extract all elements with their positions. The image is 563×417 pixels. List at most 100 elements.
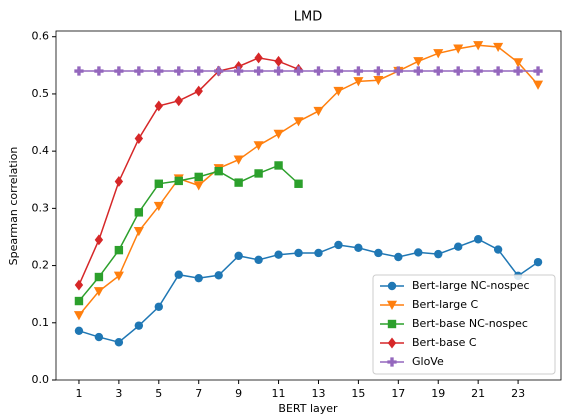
x-tick-label: 21 (471, 387, 485, 400)
marker (174, 95, 183, 107)
y-tick-label: 0.5 (32, 87, 50, 100)
marker (533, 257, 543, 267)
marker (533, 80, 544, 90)
marker (154, 66, 164, 76)
marker (254, 255, 263, 265)
marker (233, 155, 244, 165)
marker (114, 66, 124, 76)
marker (394, 252, 403, 262)
marker (214, 271, 223, 280)
marker (374, 248, 383, 258)
marker (74, 296, 84, 306)
marker (373, 76, 384, 86)
x-tick-label: 23 (511, 387, 525, 400)
marker (194, 172, 203, 182)
marker (294, 248, 303, 258)
marker (373, 66, 383, 76)
marker (354, 243, 363, 253)
marker (113, 271, 124, 281)
x-tick-label: 3 (115, 387, 122, 400)
marker (134, 133, 144, 145)
x-tick-label: 7 (195, 387, 202, 400)
legend-label: GloVe (412, 355, 444, 368)
legend-label: Bert-base NC-nospec (412, 317, 528, 330)
marker (73, 311, 84, 321)
marker (94, 66, 104, 76)
series (74, 235, 543, 347)
x-tick-label: 19 (431, 387, 445, 400)
marker (94, 332, 104, 342)
marker (387, 337, 397, 349)
marker (493, 245, 503, 254)
y-tick-label: 0.3 (32, 201, 50, 214)
marker (194, 85, 203, 97)
marker (433, 49, 444, 59)
marker (154, 302, 163, 311)
marker (94, 234, 104, 246)
marker (174, 176, 183, 186)
marker (313, 66, 324, 76)
marker (193, 181, 204, 191)
series (74, 52, 303, 291)
x-tick-label: 5 (155, 387, 162, 400)
marker (387, 319, 397, 329)
marker (114, 176, 124, 187)
marker (114, 245, 124, 255)
legend-label: Bert-large NC-nospec (412, 279, 530, 292)
marker (333, 86, 344, 97)
marker (433, 66, 443, 76)
marker (493, 42, 504, 53)
marker (314, 248, 323, 258)
marker (513, 66, 523, 76)
marker (393, 66, 403, 76)
series-line (78, 44, 539, 316)
marker (353, 66, 364, 76)
y-tick-label: 0.6 (32, 30, 50, 43)
marker (473, 41, 484, 51)
series (74, 161, 303, 306)
marker (293, 66, 304, 76)
marker (114, 338, 124, 347)
marker (273, 66, 284, 76)
marker (234, 178, 243, 187)
x-axis-label: BERT layer (278, 402, 338, 415)
marker (194, 273, 203, 283)
x-tick-label: 11 (272, 387, 286, 400)
x-tick-label: 15 (351, 387, 365, 400)
marker (274, 161, 283, 170)
marker (254, 169, 263, 178)
x-tick-label: 1 (75, 387, 82, 400)
marker (194, 66, 204, 76)
marker (154, 100, 163, 112)
marker (387, 357, 397, 367)
marker (154, 179, 163, 188)
marker (453, 66, 463, 76)
marker (473, 235, 483, 244)
x-tick-label: 17 (391, 387, 405, 400)
legend: Bert-large NC-nospec Bert-large C Bert-bas… (372, 274, 556, 375)
marker (94, 272, 104, 282)
marker (174, 66, 184, 76)
marker (387, 281, 397, 291)
marker (153, 201, 164, 212)
marker (253, 141, 264, 151)
y-tick-label: 0.1 (32, 316, 50, 329)
marker (294, 179, 303, 188)
marker (414, 248, 423, 257)
legend-box (372, 274, 556, 375)
marker (253, 66, 264, 76)
marker (274, 250, 283, 259)
marker (386, 300, 398, 311)
y-tick-label: 0.2 (32, 259, 50, 272)
marker (333, 66, 344, 76)
y-tick-label: 0.0 (32, 373, 50, 386)
marker (334, 240, 343, 250)
marker (174, 270, 183, 279)
marker (134, 66, 144, 76)
marker (273, 129, 284, 140)
marker (214, 66, 224, 76)
marker (533, 66, 543, 76)
marker (214, 166, 223, 176)
marker (234, 251, 243, 261)
